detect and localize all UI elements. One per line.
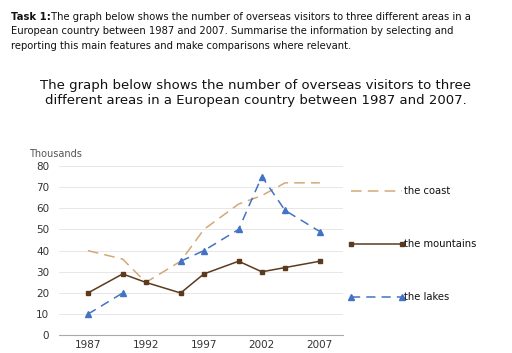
Text: European country between 1987 and 2007. Summarise the information by selecting a: European country between 1987 and 2007. … (11, 26, 454, 36)
Text: the lakes: the lakes (404, 292, 450, 301)
Text: Thousands: Thousands (29, 149, 82, 159)
Text: Task 1:: Task 1: (11, 12, 51, 22)
Text: the mountains: the mountains (404, 239, 477, 249)
Text: The graph below shows the number of overseas visitors to three: The graph below shows the number of over… (40, 79, 472, 92)
Text: The graph below shows the number of overseas visitors to three different areas i: The graph below shows the number of over… (48, 12, 471, 22)
Text: the coast: the coast (404, 186, 451, 196)
Text: reporting this main features and make comparisons where relevant.: reporting this main features and make co… (11, 41, 352, 50)
Text: different areas in a European country between 1987 and 2007.: different areas in a European country be… (45, 94, 467, 107)
